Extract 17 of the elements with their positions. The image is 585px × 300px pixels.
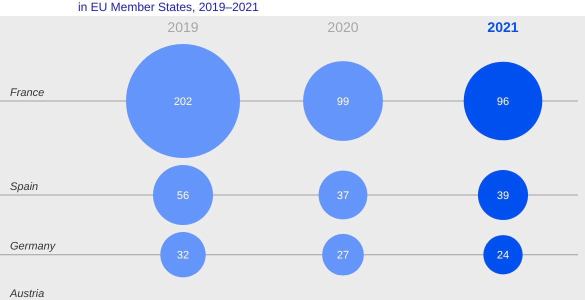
category-label: France [10, 87, 44, 99]
category-label: Austria [9, 288, 44, 300]
data-label: 32 [176, 250, 190, 262]
data-label: 24 [496, 250, 510, 262]
text: in EU Member States, 2019–2021 [78, 0, 260, 14]
data-label: 27 [336, 250, 350, 262]
data-label: 37 [336, 190, 350, 202]
data-label: 39 [496, 190, 510, 202]
data-label: 56 [176, 190, 190, 202]
category-label: Spain [10, 181, 38, 194]
data-label: 96 [496, 96, 510, 108]
data-label: 202 [174, 96, 192, 108]
series-label: 2019 [167, 19, 199, 35]
data-label: 99 [336, 96, 350, 108]
category-label: Germany [10, 240, 57, 253]
series-label: 2020 [327, 19, 359, 35]
text: 2021 [487, 19, 519, 35]
